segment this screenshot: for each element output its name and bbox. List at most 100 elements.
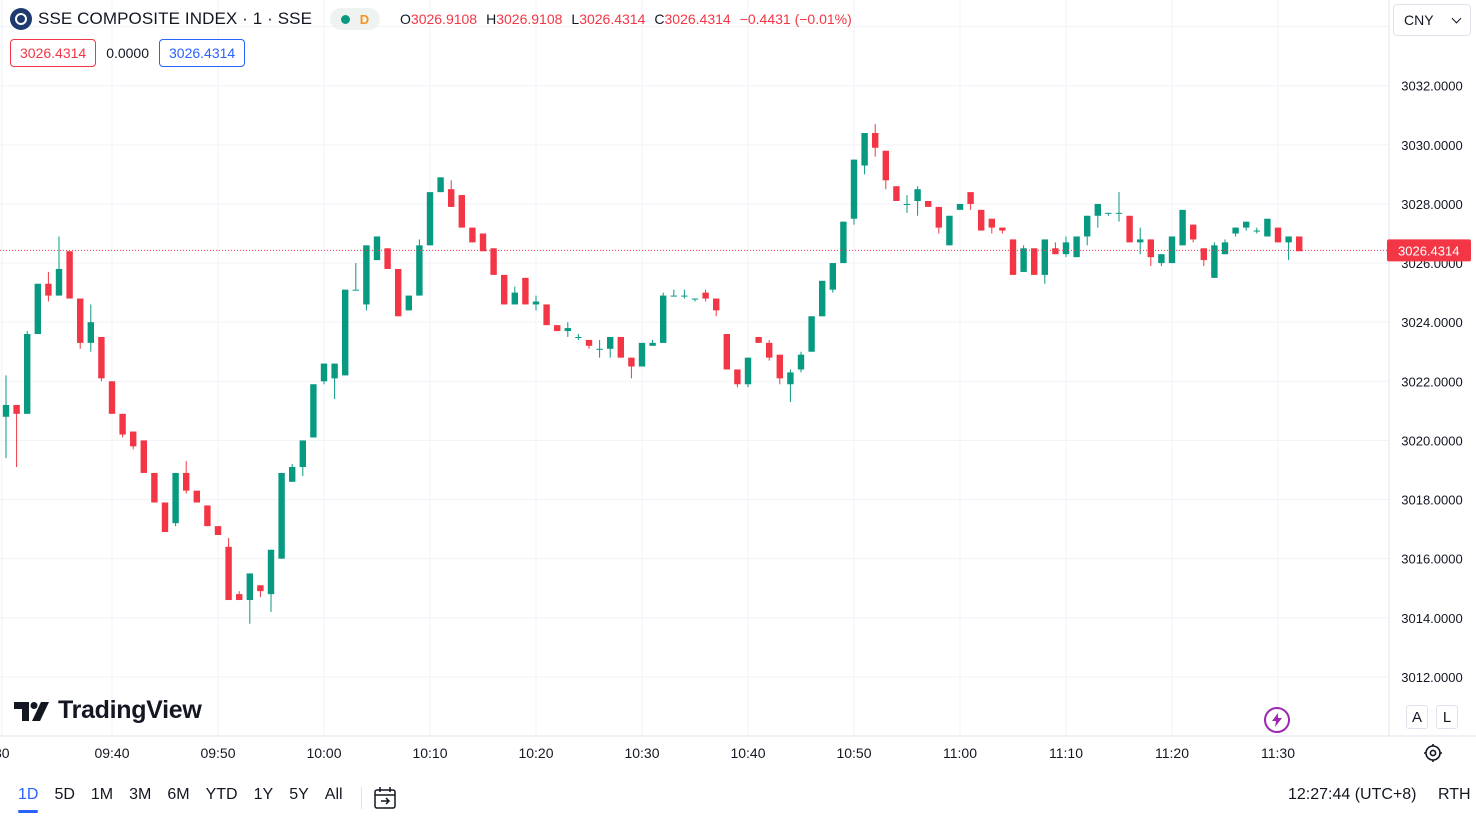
- settings-gear-icon[interactable]: [1422, 742, 1444, 764]
- open-value: 3026.9108: [410, 11, 478, 27]
- candle: [850, 159, 858, 225]
- range-all[interactable]: All: [324, 786, 343, 803]
- candles: [2, 124, 1303, 624]
- candle: [1296, 236, 1303, 252]
- candle-body: [522, 277, 529, 305]
- candle-body: [946, 215, 953, 246]
- change-value: −0.4431 (−0.01%): [739, 11, 852, 27]
- bolt-icon[interactable]: [1264, 707, 1290, 733]
- candle: [34, 283, 41, 335]
- candle-body: [1031, 248, 1038, 275]
- candle-body: [98, 336, 105, 379]
- candle: [914, 186, 921, 216]
- candle: [310, 384, 317, 438]
- candle: [787, 369, 794, 402]
- candle: [257, 585, 264, 598]
- last-price-tag: [1387, 239, 1471, 262]
- range-1d[interactable]: 1D: [10, 785, 46, 813]
- range-ytd[interactable]: YTD: [205, 786, 238, 803]
- session-toggle[interactable]: RTH: [1438, 786, 1471, 803]
- candle-body: [1009, 239, 1017, 275]
- candle-body: [1147, 239, 1154, 258]
- auto-scale-button[interactable]: A: [1406, 705, 1428, 729]
- candle-body: [554, 325, 561, 332]
- market-status-pill[interactable]: D: [330, 8, 381, 30]
- candle: [278, 472, 285, 559]
- candle-body: [1179, 209, 1186, 246]
- candle-body: [225, 546, 232, 601]
- candle: [1062, 236, 1070, 258]
- candle-body: [511, 292, 518, 305]
- candle-body: [479, 233, 487, 252]
- buy-price-box[interactable]: 3026.4314: [159, 39, 246, 67]
- candle-body: [2, 404, 10, 417]
- time-tick-label: 10:50: [836, 745, 871, 761]
- candle: [1052, 242, 1059, 255]
- tradingview-logo[interactable]: TradingView: [14, 696, 202, 725]
- candle-body: [840, 221, 847, 264]
- price-tick-label: 3032.0000: [1401, 79, 1462, 94]
- candle: [543, 304, 550, 326]
- candle-body: [448, 189, 455, 207]
- chart-grid: [0, 0, 1389, 736]
- range-5y[interactable]: 5Y: [289, 786, 309, 803]
- candle-body: [426, 192, 434, 246]
- symbol-title[interactable]: SSE COMPOSITE INDEX · 1 · SSE: [38, 9, 313, 28]
- sell-price-box[interactable]: 3026.4314: [10, 39, 97, 67]
- candle-body: [723, 334, 730, 370]
- candle: [469, 227, 476, 243]
- candle-body: [1200, 248, 1207, 261]
- candle-body: [119, 413, 126, 435]
- candle: [893, 186, 900, 201]
- range-1y[interactable]: 1Y: [253, 786, 274, 803]
- market-open-dot-icon: [340, 14, 350, 24]
- open-label: O: [400, 11, 411, 27]
- candle-body: [670, 295, 677, 297]
- calendar-goto-icon[interactable]: [372, 785, 398, 811]
- candle-body: [872, 133, 879, 148]
- candle: [416, 239, 423, 296]
- candle-body: [183, 472, 190, 491]
- candle-body: [596, 348, 603, 350]
- price-tick-label: 3014.0000: [1401, 611, 1462, 626]
- candle: [925, 200, 932, 207]
- time-tick-label: 11:20: [1155, 745, 1189, 761]
- candle: [872, 124, 879, 157]
- last-price-label: 3026.4314: [1398, 243, 1459, 258]
- candle: [299, 440, 306, 476]
- candle-body: [925, 200, 932, 207]
- candle: [1137, 227, 1144, 255]
- currency-label: CNY: [1404, 12, 1434, 28]
- candle-body: [1084, 215, 1091, 237]
- candle: [193, 490, 200, 503]
- candle: [55, 236, 63, 296]
- currency-select[interactable]: CNY: [1393, 4, 1471, 36]
- price-tick-label: 3024.0000: [1401, 315, 1462, 330]
- candle-body: [691, 298, 699, 300]
- candle-body: [320, 363, 328, 382]
- candle-body: [151, 472, 158, 503]
- candle-body: [1094, 203, 1101, 216]
- candle: [1274, 227, 1282, 243]
- range-1m[interactable]: 1M: [90, 786, 114, 803]
- candle: [1041, 239, 1048, 284]
- price-axis[interactable]: 3012.0000 3014.0000 3016.0000 3018.0000 3020…: [1401, 20, 1462, 685]
- time-axis[interactable]: 30 09:40 09:50 10:00 10:10 10:20 10:30 10:40 10:…: [0, 745, 1295, 761]
- candle-body: [914, 189, 921, 201]
- clock-timezone[interactable]: 12:27:44 (UTC+8): [1288, 786, 1417, 803]
- candle-body: [776, 354, 783, 379]
- range-5d[interactable]: 5D: [54, 786, 75, 803]
- range-6m[interactable]: 6M: [167, 786, 190, 803]
- candle: [479, 233, 487, 252]
- candle: [289, 464, 296, 482]
- log-scale-button[interactable]: L: [1436, 705, 1458, 729]
- range-3m[interactable]: 3M: [129, 786, 152, 803]
- candle-body: [1211, 245, 1218, 278]
- candle: [501, 274, 508, 305]
- candle-body: [278, 472, 285, 559]
- candle: [681, 289, 688, 299]
- candle-body: [1243, 221, 1250, 228]
- candle-body: [1126, 215, 1133, 243]
- candle: [1073, 236, 1080, 258]
